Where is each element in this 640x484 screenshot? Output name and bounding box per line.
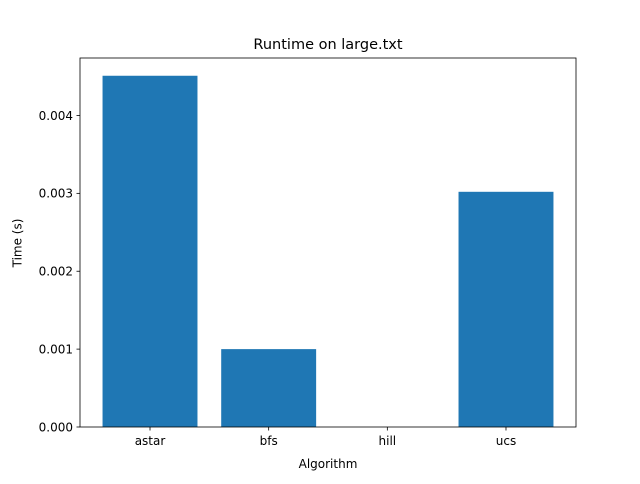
y-tick-label-3: 0.003 bbox=[39, 187, 73, 201]
y-tick-label-0: 0.000 bbox=[39, 420, 73, 434]
y-tick-label-4: 0.004 bbox=[39, 109, 73, 123]
chart-title: Runtime on large.txt bbox=[253, 37, 402, 53]
x-tick-label-bfs: bfs bbox=[260, 434, 278, 448]
x-axis-label: Algorithm bbox=[299, 457, 358, 471]
bar-astar bbox=[102, 75, 198, 427]
y-axis-label: Time (s) bbox=[11, 219, 25, 269]
y-tick-label-2: 0.002 bbox=[39, 265, 73, 279]
axes-layer bbox=[79, 57, 577, 428]
ticks-layer: astar bfs hill ucs 0.000 0.001 0.002 0.003 0.004 bbox=[39, 109, 517, 448]
y-tick-label-1: 0.001 bbox=[39, 342, 73, 356]
x-tick-label-hill: hill bbox=[379, 434, 397, 448]
bars-layer bbox=[102, 75, 554, 427]
x-tick-label-astar: astar bbox=[135, 434, 166, 448]
bar-ucs bbox=[458, 191, 554, 427]
plot-frame bbox=[79, 57, 577, 428]
bar-bfs bbox=[221, 349, 317, 427]
x-tick-label-ucs: ucs bbox=[496, 434, 516, 448]
